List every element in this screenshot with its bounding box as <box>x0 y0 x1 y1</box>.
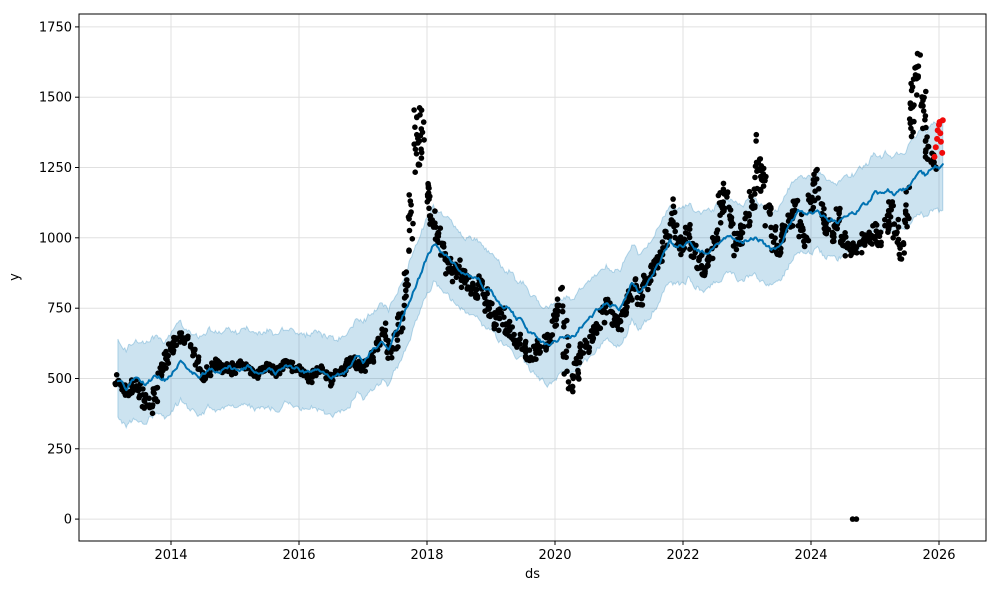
svg-text:2018: 2018 <box>410 548 443 563</box>
y-axis-label: y <box>7 273 23 281</box>
svg-text:750: 750 <box>47 302 72 317</box>
axis-ticks <box>75 26 940 545</box>
svg-text:1750: 1750 <box>39 20 72 35</box>
svg-text:1250: 1250 <box>39 161 72 176</box>
svg-text:2022: 2022 <box>666 548 699 563</box>
svg-text:1500: 1500 <box>39 91 72 106</box>
grid-lines <box>79 14 986 541</box>
svg-text:2024: 2024 <box>794 548 827 563</box>
svg-text:2020: 2020 <box>538 548 571 563</box>
x-axis-label: ds <box>524 567 541 582</box>
zero-outlier-point <box>853 516 860 522</box>
svg-text:2026: 2026 <box>922 548 955 563</box>
plot-border <box>78 13 987 542</box>
forecast-trend-line <box>116 163 944 392</box>
x-tick-labels: 2014 2016 2018 2020 2022 2024 2026 <box>154 548 955 563</box>
svg-text:2016: 2016 <box>282 548 315 563</box>
uncertainty-band <box>117 118 944 430</box>
svg-text:1000: 1000 <box>39 231 72 246</box>
y-tick-labels: 0 250 500 750 1000 1250 1500 1750 <box>39 20 72 527</box>
svg-text:500: 500 <box>47 372 72 387</box>
new-actual-points <box>931 117 946 160</box>
svg-text:250: 250 <box>47 442 72 457</box>
svg-text:2014: 2014 <box>154 548 187 563</box>
svg-text:0: 0 <box>64 513 72 528</box>
